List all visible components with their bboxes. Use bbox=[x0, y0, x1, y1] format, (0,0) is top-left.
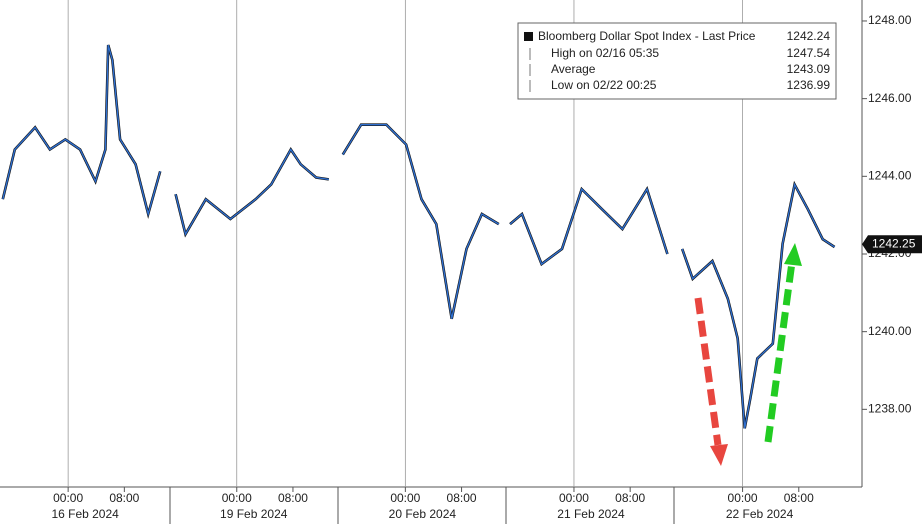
price-line bbox=[2, 44, 835, 429]
annotation-arrows bbox=[694, 243, 802, 466]
y-tick-label: 1244.00 bbox=[868, 168, 912, 182]
date-label: 22 Feb 2024 bbox=[726, 507, 794, 521]
legend-value: 1243.09 bbox=[787, 62, 831, 76]
x-tick-label: 08:00 bbox=[784, 491, 814, 505]
x-tick-label: 08:00 bbox=[615, 491, 645, 505]
x-tick-label: 00:00 bbox=[390, 491, 420, 505]
date-label: 21 Feb 2024 bbox=[557, 507, 625, 521]
last-price-label: 1242.25 bbox=[872, 236, 916, 250]
legend-value: 1236.99 bbox=[787, 78, 831, 92]
x-tick-label: 08:00 bbox=[109, 491, 139, 505]
legend-label: Bloomberg Dollar Spot Index - Last Price bbox=[538, 29, 756, 43]
x-tick-label: 00:00 bbox=[559, 491, 589, 505]
x-tick-label: 00:00 bbox=[222, 491, 252, 505]
legend-swatch bbox=[524, 32, 533, 41]
x-tick-label: 00:00 bbox=[53, 491, 83, 505]
last-price-tag bbox=[862, 235, 922, 254]
y-tick-label: 1246.00 bbox=[868, 91, 912, 105]
legend-box bbox=[517, 22, 837, 100]
y-tick-label: 1248.00 bbox=[868, 13, 912, 27]
y-tick-label: 1238.00 bbox=[868, 402, 912, 416]
down-arrow-head bbox=[710, 444, 728, 466]
down-arrow bbox=[694, 297, 722, 446]
x-tick-label: 08:00 bbox=[447, 491, 477, 505]
legend-label: Low on 02/22 00:25 bbox=[551, 78, 657, 92]
up-arrow bbox=[764, 261, 796, 443]
date-label: 19 Feb 2024 bbox=[220, 507, 288, 521]
up-arrow-head bbox=[784, 243, 802, 266]
date-label: 16 Feb 2024 bbox=[51, 507, 119, 521]
legend-label: High on 02/16 05:35 bbox=[551, 46, 659, 60]
legend-value: 1247.54 bbox=[787, 46, 831, 60]
date-label: 20 Feb 2024 bbox=[389, 507, 457, 521]
legend: Bloomberg Dollar Spot Index - Last Price… bbox=[517, 22, 837, 100]
legend-label: Average bbox=[551, 62, 596, 76]
legend-value: 1242.24 bbox=[787, 29, 831, 43]
x-tick-label: 00:00 bbox=[728, 491, 758, 505]
y-tick-label: 1240.00 bbox=[868, 324, 912, 338]
x-tick-label: 08:00 bbox=[278, 491, 308, 505]
